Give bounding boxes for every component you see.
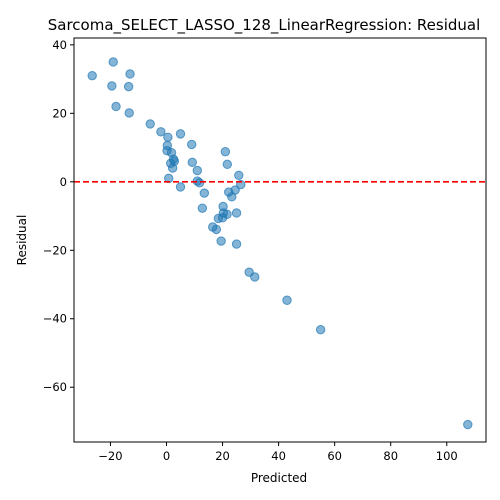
data-point-45 <box>250 272 260 282</box>
data-point-33 <box>227 192 237 202</box>
y-axis-ticks: −60 −40 −20 0 20 40 <box>43 38 74 394</box>
x-tick-label-6: 100 <box>436 449 458 463</box>
data-point-48 <box>463 419 473 430</box>
x-tick-label-4: 60 <box>327 449 342 463</box>
data-point-2 <box>107 81 117 91</box>
data-point-3 <box>111 101 121 112</box>
data-point-27 <box>220 146 231 157</box>
data-point-6 <box>124 108 134 118</box>
plot-frame <box>73 37 487 443</box>
data-point-26 <box>197 203 208 213</box>
y-tick-label-2: −20 <box>43 243 67 257</box>
data-point-5 <box>123 81 134 92</box>
data-point-8 <box>156 127 166 137</box>
data-point-4 <box>125 69 135 79</box>
data-point-37 <box>231 208 242 218</box>
data-point-24 <box>175 182 186 192</box>
data-point-23 <box>194 178 205 188</box>
data-point-39 <box>217 213 228 223</box>
plot-area <box>73 37 487 443</box>
x-tick-label-1: 0 <box>163 449 170 463</box>
data-point-19 <box>187 139 197 150</box>
y-axis-label: Residual <box>15 215 29 266</box>
x-tick-label-5: 80 <box>383 449 398 463</box>
y-tick-label-3: 0 <box>60 175 67 189</box>
x-axis-label: Predicted <box>251 471 307 485</box>
chart-title: Sarcoma_SELECT_LASSO_128_LinearRegressio… <box>48 16 481 35</box>
data-point-9 <box>163 132 173 142</box>
data-point-25 <box>199 188 210 198</box>
data-point-28 <box>222 159 233 170</box>
data-point-21 <box>192 165 203 176</box>
data-point-47 <box>315 325 326 335</box>
data-point-46 <box>282 295 292 305</box>
x-tick-label-2: 20 <box>215 449 230 463</box>
y-tick-label-5: 40 <box>52 38 67 52</box>
data-point-0 <box>87 70 97 81</box>
x-axis-ticks: −20 0 20 40 60 80 100 <box>98 442 458 463</box>
data-point-17 <box>167 163 178 173</box>
x-tick-label-0: −20 <box>98 449 122 463</box>
x-tick-label-3: 40 <box>271 449 286 463</box>
data-point-7 <box>145 119 155 129</box>
points-layer <box>87 57 473 430</box>
y-tick-label-1: −40 <box>43 312 67 326</box>
y-tick-label-4: 20 <box>52 106 67 120</box>
data-point-43 <box>231 239 242 249</box>
data-point-1 <box>108 57 118 67</box>
data-point-41 <box>211 224 222 235</box>
data-point-20 <box>187 157 197 167</box>
data-point-42 <box>216 236 226 246</box>
data-point-10 <box>175 129 186 139</box>
y-tick-label-0: −60 <box>43 380 67 394</box>
data-point-29 <box>234 170 244 180</box>
